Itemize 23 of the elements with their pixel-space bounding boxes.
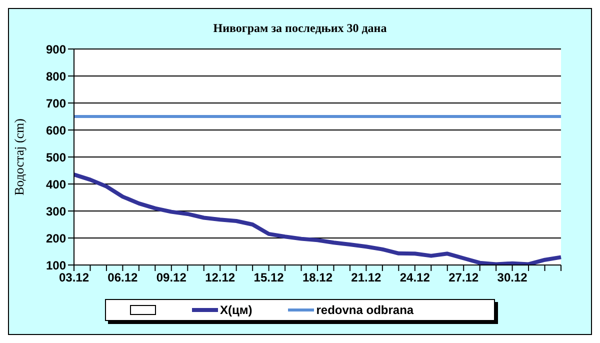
legend-label: redovna odbrana	[316, 303, 414, 317]
x-tick-label: 12.12	[205, 270, 236, 285]
y-tick-label: 900	[46, 42, 66, 56]
x-tick-label: 03.12	[58, 270, 90, 285]
y-tick-label: 300	[46, 204, 66, 218]
y-tick-label: 500	[46, 150, 66, 164]
y-tick-label: 400	[46, 177, 66, 192]
x-tick-label: 27.12	[448, 270, 479, 285]
legend-label: X(цм)	[220, 303, 252, 317]
y-tick-label: 800	[46, 69, 66, 84]
y-tick-label: 100	[46, 258, 66, 272]
y-tick-label: 700	[46, 96, 66, 110]
x-tick-label: 30.12	[497, 270, 528, 285]
x-tick-label: 21.12	[351, 270, 382, 285]
y-axis-title: Водостај (cm)	[12, 118, 27, 196]
x-tick-label: 24.12	[400, 270, 430, 285]
x-tick-label: 06.12	[108, 270, 138, 285]
y-tick-label: 200	[46, 231, 66, 246]
x-tick-label: 18.12	[302, 270, 333, 285]
y-tick-label: 600	[46, 123, 66, 138]
chart-title: Нивограм за последњих 30 дана	[212, 21, 388, 37]
x-tick-label: 09.12	[156, 270, 187, 285]
x-tick-label: 15.12	[254, 270, 284, 285]
